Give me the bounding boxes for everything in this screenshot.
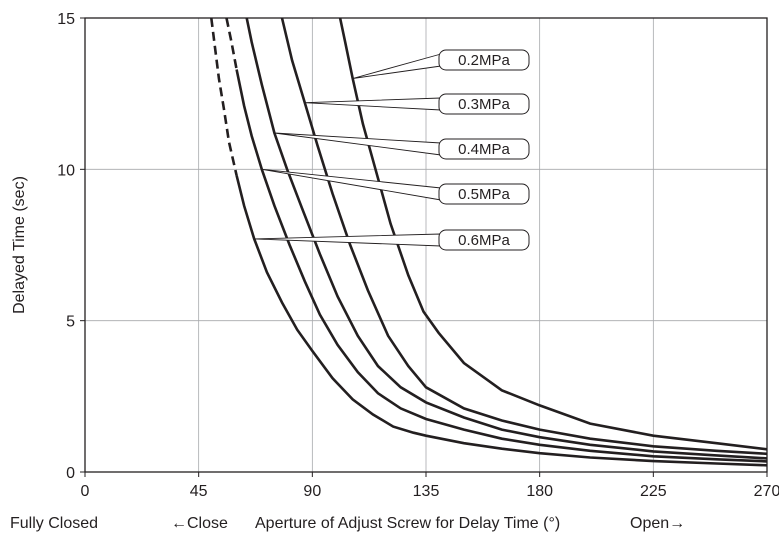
curve-0-6mpa-dashed [210,17,238,176]
x-tick-label-90: 90 [303,483,321,500]
x-tick-label-225: 225 [640,483,667,500]
callouts: 0.2MPa 0.3MPa 0.4MPa 0.5MPa 0.6MPa [253,49,530,251]
curve-0-5mpa-dashed [225,17,238,70]
callout-0-4mpa-label: 0.4MPa [458,141,510,158]
y-axis-title: Delayed Time (sec) [11,176,28,314]
x-tick-label-45: 45 [190,483,208,500]
x-axis-title: Aperture of Adjust Screw for Delay Time … [255,515,560,532]
y-tick-label-15: 15 [57,11,75,28]
callout-0-5mpa-label: 0.5MPa [458,186,510,203]
callout-0-2mpa-label: 0.2MPa [458,52,510,69]
y-tick-labels: 0 5 10 15 [57,11,85,482]
callout-0-2mpa-box [438,49,530,71]
x-tick-label-135: 135 [413,483,440,500]
x-tick-labels: 0 45 90 135 180 225 270 [81,472,779,500]
y-tick-label-0: 0 [66,465,75,482]
x-annotation-fully-closed: Fully Closed [10,515,98,532]
callout-0-3mpa-pointer [304,97,442,111]
callout-0-6mpa-box [438,229,530,251]
x-tick-label-270: 270 [754,483,779,500]
callout-0-2mpa-pointer [352,53,442,79]
x-annotation-open: Open→ [630,515,685,532]
curve-0-3mpa [280,17,768,456]
callout-0-4mpa-pointer [273,132,442,156]
grid [85,18,767,472]
curve-0-6mpa [235,175,768,467]
x-tick-label-180: 180 [526,483,553,500]
callout-0-5mpa-box [438,183,530,205]
callout-0-3mpa-box [438,93,530,115]
callout-0-5mpa-pointer [261,168,442,201]
y-tick-label-10: 10 [57,162,75,179]
y-tick-label-5: 5 [66,314,75,331]
curve-0-5mpa [235,69,768,463]
curve-0-2mpa [338,17,768,451]
callout-0-3mpa-label: 0.3MPa [458,96,510,113]
callout-0-6mpa-label: 0.6MPa [458,232,510,249]
x-annotation-close: ←Close [171,515,228,532]
callout-0-4mpa-box [438,138,530,160]
x-tick-label-0: 0 [81,483,90,500]
